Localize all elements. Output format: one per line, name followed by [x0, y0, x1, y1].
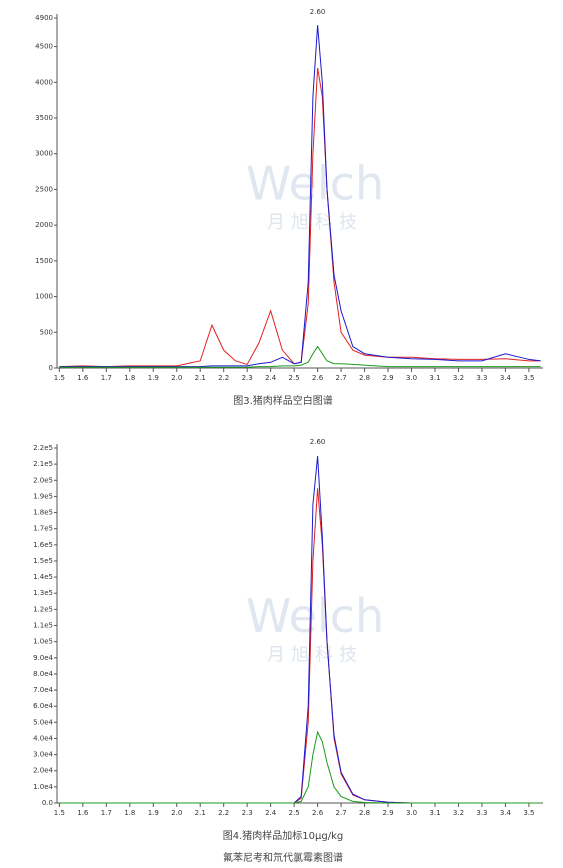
- y-tick-label: 1.3e5: [33, 589, 53, 597]
- y-tick-label: 2.0e4: [33, 767, 53, 775]
- series-line: [59, 730, 541, 804]
- peak-label: 2.60: [310, 438, 326, 446]
- watermark: 月旭科技: [267, 212, 363, 233]
- series-line: [59, 25, 541, 368]
- y-tick-label: 1.8e5: [33, 509, 53, 517]
- x-tick-label: 3.3: [476, 809, 487, 817]
- caption: 图4.猪肉样品加标10μg/kg: [223, 829, 343, 842]
- x-tick-label: 1.5: [54, 809, 65, 817]
- x-tick-label: 2.9: [382, 809, 393, 817]
- x-tick-label: 3.5: [523, 374, 534, 382]
- x-tick-label: 2.8: [359, 809, 370, 817]
- y-tick-label: 3000: [35, 150, 53, 158]
- y-tick-label: 1.1e5: [33, 622, 53, 630]
- y-tick-label: 3500: [35, 114, 53, 122]
- y-tick-label: 4000: [35, 78, 53, 86]
- x-tick-label: 1.5: [54, 374, 65, 382]
- x-tick-label: 2.3: [242, 374, 253, 382]
- y-tick-label: 4.0e4: [33, 734, 53, 742]
- y-tick-label: 7.0e4: [33, 686, 53, 694]
- y-tick-label: 1000: [35, 293, 53, 301]
- x-tick-label: 3.0: [406, 374, 417, 382]
- x-tick-label: 3.5: [523, 809, 534, 817]
- x-tick-label: 2.3: [242, 809, 253, 817]
- y-tick-label: 4900: [35, 14, 53, 22]
- y-tick-label: 9.0e4: [33, 654, 53, 662]
- y-tick-label: 1.4e5: [33, 573, 53, 581]
- caption: 氟苯尼考和氘代氯霉素图谱: [223, 851, 343, 864]
- x-tick-label: 2.7: [336, 809, 347, 817]
- x-tick-label: 2.7: [336, 374, 347, 382]
- x-tick-label: 2.2: [218, 374, 229, 382]
- watermark: 月旭科技: [267, 645, 363, 666]
- y-tick-label: 0: [49, 364, 53, 372]
- x-tick-label: 2.6: [312, 374, 324, 382]
- x-tick-label: 1.8: [124, 809, 135, 817]
- y-tick-label: 1500: [35, 257, 53, 265]
- y-tick-label: 1.6e5: [33, 541, 53, 549]
- y-tick-label: 5.0e4: [33, 718, 53, 726]
- x-tick-label: 3.3: [476, 374, 487, 382]
- x-tick-label: 2.8: [359, 374, 370, 382]
- y-tick-label: 1.7e5: [33, 525, 53, 533]
- x-tick-label: 2.0: [171, 809, 182, 817]
- y-tick-label: 4500: [35, 43, 53, 51]
- y-tick-label: 6.0e4: [33, 702, 53, 710]
- x-tick-label: 1.7: [101, 809, 112, 817]
- x-tick-label: 3.2: [453, 374, 464, 382]
- x-tick-label: 3.4: [500, 374, 512, 382]
- x-tick-label: 3.1: [429, 374, 440, 382]
- x-tick-label: 2.4: [265, 374, 277, 382]
- x-tick-label: 1.6: [77, 809, 89, 817]
- y-tick-label: 1.9e5: [33, 492, 53, 500]
- y-tick-label: 1.0e4: [33, 783, 53, 791]
- x-tick-label: 1.9: [148, 809, 159, 817]
- x-tick-label: 2.9: [382, 374, 393, 382]
- x-tick-label: 2.1: [195, 374, 206, 382]
- x-tick-label: 1.7: [101, 374, 112, 382]
- x-tick-label: 1.6: [77, 374, 89, 382]
- watermark: Welch: [246, 589, 384, 643]
- y-tick-label: 3.0e4: [33, 751, 53, 759]
- peak-label: 2.60: [310, 8, 326, 16]
- y-tick-label: 2.2e5: [33, 444, 53, 452]
- x-tick-label: 3.0: [406, 809, 417, 817]
- x-tick-label: 1.8: [124, 374, 135, 382]
- y-tick-label: 8.0e4: [33, 670, 53, 678]
- x-tick-label: 2.6: [312, 809, 324, 817]
- y-tick-label: 2000: [35, 221, 53, 229]
- series-line: [59, 345, 541, 368]
- x-tick-label: 2.1: [195, 809, 206, 817]
- watermark: Welch: [246, 157, 384, 211]
- x-tick-label: 3.4: [500, 809, 512, 817]
- y-tick-label: 2500: [35, 185, 53, 193]
- x-tick-label: 2.5: [289, 809, 300, 817]
- x-tick-label: 2.2: [218, 809, 229, 817]
- y-tick-label: 1.5e5: [33, 557, 53, 565]
- y-tick-label: 2.1e5: [33, 460, 53, 468]
- x-tick-label: 2.4: [265, 809, 277, 817]
- x-tick-label: 1.9: [148, 374, 159, 382]
- y-tick-label: 2.0e5: [33, 476, 53, 484]
- caption: 图3.猪肉样品空白图谱: [233, 394, 333, 407]
- y-tick-label: 500: [40, 328, 53, 336]
- y-tick-label: 1.0e5: [33, 638, 53, 646]
- y-tick-label: 1.2e5: [33, 605, 53, 613]
- x-tick-label: 3.1: [429, 809, 440, 817]
- x-tick-label: 2.5: [289, 374, 300, 382]
- x-tick-label: 2.0: [171, 374, 182, 382]
- y-tick-label: 0.0: [42, 799, 53, 807]
- series-line: [59, 67, 541, 368]
- x-tick-label: 3.2: [453, 809, 464, 817]
